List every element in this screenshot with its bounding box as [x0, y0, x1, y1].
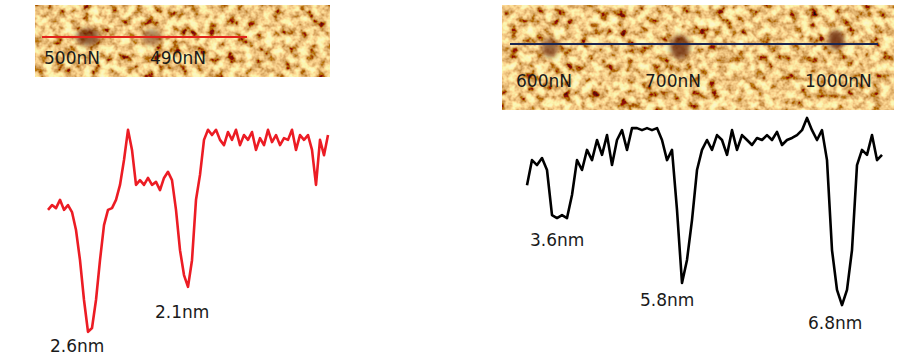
- depth-annotation: 5.8nm: [640, 290, 694, 310]
- afm-background: [35, 5, 330, 77]
- indent-spot: [542, 38, 558, 58]
- force-label: 600nN: [516, 71, 572, 91]
- afm-texture: [502, 5, 894, 110]
- force-label: 1000nN: [805, 71, 872, 91]
- afm-image: 600nN 700nN 1000nN: [502, 5, 894, 110]
- afm-background: [502, 5, 894, 110]
- force-label: 500nN: [44, 48, 100, 68]
- profile-chart: 2.6nm 2.1nm: [48, 130, 328, 356]
- force-label: 700nN: [645, 71, 701, 91]
- figure: 500nN 490nN 600nN 700nN 1000nN 2.6nm 2.1nm 3.6n…: [0, 0, 909, 358]
- profile-line-marker: [510, 43, 878, 45]
- depth-annotation: 2.1nm: [155, 302, 209, 322]
- profile-line-marker: [42, 36, 247, 38]
- plot-area: [527, 118, 882, 305]
- indent-spot: [828, 30, 844, 50]
- force-label: 490nN: [150, 48, 206, 68]
- afm-image: 500nN 490nN: [35, 5, 330, 77]
- profile-chart: 3.6nm 5.8nm 6.8nm: [527, 118, 882, 333]
- plot-area: [48, 130, 328, 332]
- profile-line: [48, 130, 328, 332]
- indent-spot: [670, 35, 690, 59]
- afm-texture: [35, 5, 330, 77]
- depth-annotation: 6.8nm: [808, 313, 862, 333]
- profile-line: [527, 118, 882, 305]
- depth-annotation: 3.6nm: [530, 230, 584, 250]
- depth-annotation: 2.6nm: [50, 336, 104, 356]
